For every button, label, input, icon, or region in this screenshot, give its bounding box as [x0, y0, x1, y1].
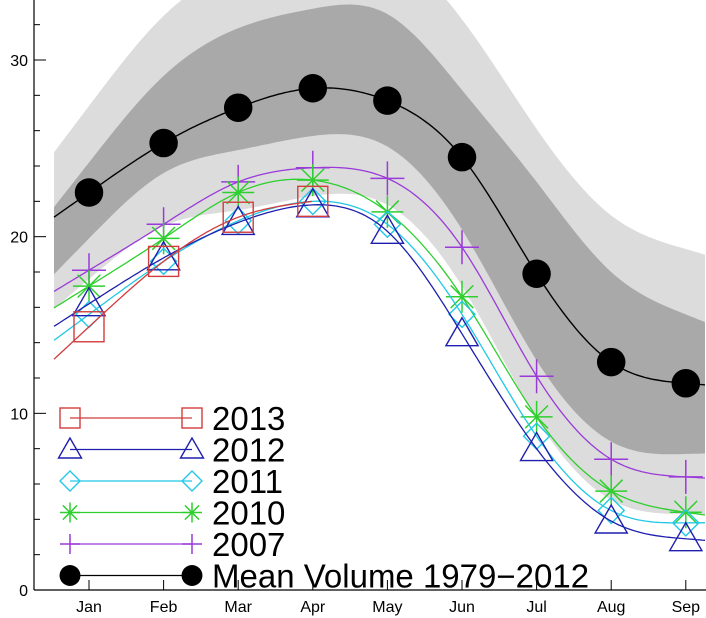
legend-item: 2013: [59, 400, 285, 437]
legend-label: Mean Volume 1979−2012: [212, 558, 589, 595]
data-point: [447, 142, 477, 172]
data-point: [595, 475, 628, 508]
data-point: [594, 442, 629, 477]
legend-marker-end: [181, 470, 203, 492]
data-point: [445, 230, 479, 265]
series-lines: [53, 74, 706, 552]
x-tick-label: Jul: [526, 599, 546, 616]
legend-marker-start: [59, 565, 81, 586]
data-point: [149, 128, 178, 158]
series-2013: [53, 185, 329, 360]
legend-marker-start: [57, 436, 83, 459]
axes: 0 10 20 30 Jan Feb Mar Apr May Jun Jul Aug Sep: [10, 0, 706, 616]
series-2012: [53, 187, 706, 552]
series-line: [53, 204, 706, 541]
x-tick-label: Aug: [597, 599, 625, 616]
legend-item: 2007: [60, 526, 285, 563]
legend-label: 2007: [212, 526, 285, 563]
data-point: [298, 187, 327, 216]
data-point: [448, 300, 476, 329]
data-point: [597, 496, 626, 525]
data-point: [370, 161, 405, 196]
x-tick-label: Apr: [300, 599, 326, 616]
data-point: [668, 459, 703, 494]
data-point: [222, 176, 255, 209]
legend-marker-end: [179, 436, 205, 459]
data-point: [71, 286, 107, 317]
legend-marker-start: [60, 502, 80, 523]
legend-marker-end: [182, 502, 202, 523]
y-tick-label: 10: [10, 406, 28, 423]
data-point: [73, 270, 105, 303]
legend-marker-end: [182, 534, 202, 554]
data-point: [671, 369, 701, 398]
data-point: [296, 164, 329, 197]
x-tick-label: Jun: [449, 599, 475, 616]
series-mean-volume-1979-2012: [53, 74, 706, 398]
y-tick-label: 0: [19, 583, 28, 600]
data-point: [74, 178, 104, 207]
data-point: [373, 210, 402, 239]
legend-label: 2013: [212, 400, 285, 437]
x-tick-label: Jan: [76, 599, 102, 616]
data-point: [297, 185, 329, 218]
data-point: [671, 508, 700, 537]
data-point: [147, 222, 180, 255]
uncertainty-bands: [54, 0, 705, 515]
data-point: [520, 400, 553, 433]
data-point: [522, 259, 551, 289]
data-point: [223, 93, 253, 122]
series-2010: [53, 164, 706, 529]
legend-marker-start: [59, 470, 81, 492]
data-point: [373, 86, 402, 115]
x-tick-label: Sep: [672, 599, 701, 616]
data-point: [593, 503, 629, 534]
legend-marker-start: [60, 534, 80, 554]
legend-item: 2011: [59, 463, 283, 500]
data-point: [298, 74, 328, 103]
y-tick-label: 30: [10, 53, 28, 70]
data-point: [669, 496, 702, 529]
x-tick-label: Feb: [150, 599, 178, 616]
legend-item: 2012: [57, 432, 285, 469]
x-tick-label: May: [372, 599, 402, 616]
legend-label: 2011: [212, 463, 283, 500]
x-tick-label: Mar: [224, 599, 252, 616]
data-point: [73, 311, 105, 343]
legend-label: 2010: [212, 495, 285, 532]
legend-marker-end: [181, 407, 203, 429]
data-point: [519, 359, 554, 394]
series-line: [53, 200, 313, 360]
legend-item: Mean Volume 1979−2012: [59, 558, 589, 595]
legend-marker-end: [181, 565, 203, 586]
data-point: [446, 280, 478, 313]
data-point: [147, 245, 180, 278]
legend-item: 2010: [60, 495, 285, 532]
y-tick-label: 20: [10, 230, 28, 247]
legend-label: 2012: [212, 432, 285, 469]
data-point: [668, 521, 704, 552]
data-point: [596, 347, 626, 377]
data-point: [519, 431, 554, 462]
data-point: [444, 316, 480, 347]
legend-marker-start: [59, 407, 81, 429]
data-point: [222, 201, 254, 233]
data-point: [370, 213, 405, 244]
